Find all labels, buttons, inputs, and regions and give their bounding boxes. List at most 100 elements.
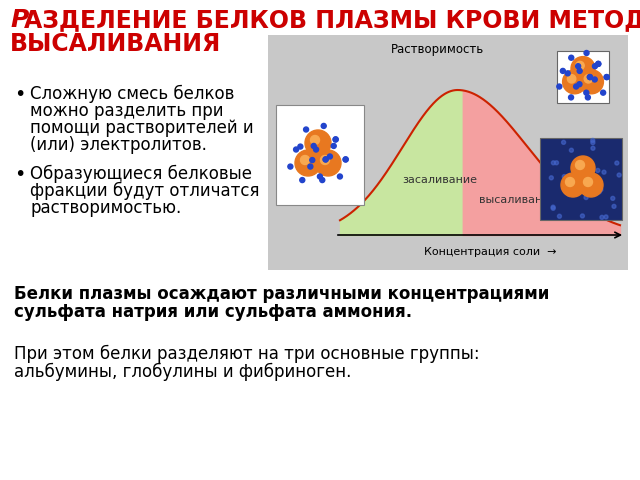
Circle shape	[576, 61, 584, 70]
Circle shape	[597, 190, 602, 194]
Circle shape	[565, 71, 570, 76]
Text: гидратная: гидратная	[280, 120, 342, 130]
Circle shape	[554, 161, 559, 165]
Circle shape	[584, 178, 593, 187]
Circle shape	[604, 74, 609, 80]
Circle shape	[561, 173, 585, 197]
Circle shape	[615, 161, 619, 165]
Bar	[557, 50, 609, 103]
Text: Концентрация соли  →: Концентрация соли →	[424, 247, 556, 257]
Circle shape	[301, 156, 310, 165]
Circle shape	[584, 74, 593, 83]
Circle shape	[551, 206, 555, 210]
Circle shape	[569, 55, 574, 60]
Circle shape	[288, 164, 293, 169]
Circle shape	[592, 77, 597, 82]
Circle shape	[604, 215, 608, 219]
Circle shape	[586, 95, 590, 100]
Circle shape	[611, 196, 615, 200]
Circle shape	[333, 137, 338, 142]
Text: оболочка: оболочка	[280, 133, 335, 143]
Circle shape	[323, 157, 328, 162]
Circle shape	[579, 70, 604, 94]
Circle shape	[563, 70, 587, 94]
Text: растворимостью.: растворимостью.	[30, 199, 181, 217]
Circle shape	[323, 157, 328, 162]
Text: помощи растворителей и: помощи растворителей и	[30, 119, 253, 137]
Circle shape	[568, 95, 573, 100]
Circle shape	[343, 157, 348, 162]
Circle shape	[617, 173, 621, 177]
Text: •: •	[14, 165, 26, 184]
Text: можно разделить при: можно разделить при	[30, 102, 223, 120]
Bar	[540, 138, 622, 220]
Circle shape	[582, 160, 586, 164]
Circle shape	[303, 127, 308, 132]
Circle shape	[315, 150, 341, 176]
Text: Белки плазмы осаждают различными концентрациями: Белки плазмы осаждают различными концент…	[14, 285, 549, 303]
Circle shape	[577, 69, 582, 73]
Circle shape	[551, 205, 555, 209]
Circle shape	[599, 188, 603, 192]
Circle shape	[591, 138, 595, 143]
Circle shape	[600, 90, 605, 95]
Circle shape	[310, 157, 315, 163]
Circle shape	[568, 74, 576, 83]
Circle shape	[321, 123, 326, 129]
Text: Сложную смесь белков: Сложную смесь белков	[30, 85, 234, 103]
Circle shape	[557, 84, 562, 89]
Circle shape	[584, 90, 589, 95]
Circle shape	[571, 57, 595, 81]
Circle shape	[570, 148, 573, 152]
Circle shape	[575, 160, 584, 169]
Circle shape	[314, 147, 319, 152]
Circle shape	[584, 50, 589, 56]
Circle shape	[591, 146, 595, 150]
Circle shape	[588, 74, 593, 80]
Text: сульфата натрия или сульфата аммония.: сульфата натрия или сульфата аммония.	[14, 303, 412, 321]
Text: Образующиеся белковые: Образующиеся белковые	[30, 165, 252, 183]
Circle shape	[612, 204, 616, 208]
Circle shape	[567, 192, 572, 196]
Circle shape	[337, 174, 342, 179]
Text: засаливание: засаливание	[402, 175, 477, 185]
Circle shape	[580, 171, 584, 175]
Text: ВЫСАЛИВАНИЯ: ВЫСАЛИВАНИЯ	[10, 32, 221, 56]
Circle shape	[305, 130, 331, 156]
Circle shape	[308, 164, 313, 169]
Circle shape	[579, 173, 603, 197]
Circle shape	[321, 156, 330, 165]
Bar	[268, 35, 628, 270]
Text: АЗДЕЛЕНИЕ БЕЛКОВ ПЛАЗМЫ КРОВИ МЕТОДОВ: АЗДЕЛЕНИЕ БЕЛКОВ ПЛАЗМЫ КРОВИ МЕТОДОВ	[24, 8, 640, 32]
Text: высаливание: высаливание	[479, 195, 556, 205]
Circle shape	[588, 74, 593, 80]
Circle shape	[590, 174, 594, 178]
Text: фракции будут отличатся: фракции будут отличатся	[30, 182, 259, 200]
Circle shape	[571, 156, 595, 180]
Text: (или) электролитов.: (или) электролитов.	[30, 136, 207, 154]
Circle shape	[298, 144, 303, 149]
Circle shape	[317, 174, 323, 179]
Circle shape	[549, 176, 554, 180]
Circle shape	[295, 150, 321, 176]
Circle shape	[593, 64, 598, 69]
Circle shape	[584, 195, 588, 200]
Circle shape	[294, 147, 299, 152]
Circle shape	[563, 175, 566, 179]
Circle shape	[577, 82, 582, 87]
Circle shape	[600, 216, 604, 219]
Circle shape	[602, 170, 606, 174]
Circle shape	[311, 144, 316, 148]
Circle shape	[596, 61, 601, 66]
Circle shape	[580, 161, 584, 165]
Text: альбумины, глобулины и фибриноген.: альбумины, глобулины и фибриноген.	[14, 363, 351, 381]
Circle shape	[566, 178, 575, 187]
Circle shape	[320, 178, 324, 182]
Circle shape	[573, 84, 579, 89]
Circle shape	[557, 214, 561, 218]
Circle shape	[596, 61, 601, 66]
Circle shape	[328, 154, 332, 159]
Circle shape	[596, 168, 600, 172]
Text: Растворимость: Растворимость	[391, 43, 484, 56]
Circle shape	[580, 214, 584, 218]
